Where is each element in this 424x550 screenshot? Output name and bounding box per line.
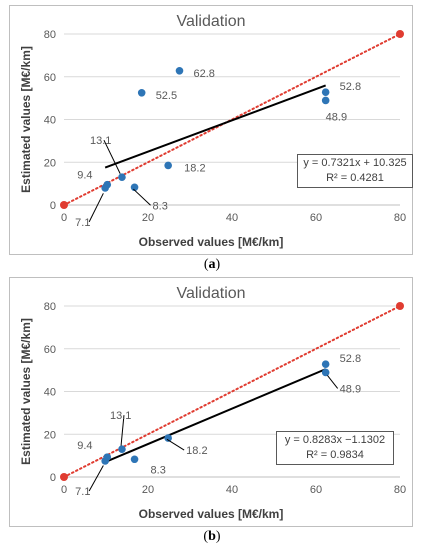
x-tick-label: 0 <box>61 212 67 224</box>
y-tick-label: 80 <box>44 29 56 41</box>
data-point <box>321 96 330 105</box>
data-point <box>118 173 126 182</box>
data-label: 18.2 <box>186 445 207 457</box>
x-tick-label: 40 <box>226 212 238 224</box>
data-label: 62.8 <box>194 68 215 80</box>
data-label: 7.1 <box>75 217 90 229</box>
data-label: 8.3 <box>153 200 168 212</box>
chart-panel-b: Validation 0 20 40 60 80 0 20 40 60 80 Observed val… <box>9 277 413 527</box>
data-point <box>130 183 139 192</box>
data-label-leader <box>120 415 125 446</box>
x-tick-label: 80 <box>394 484 406 496</box>
y-axis-label-a: Estimated values [M€/km] <box>19 46 33 193</box>
x-tick-label: 80 <box>394 212 406 224</box>
x-tick-label: 20 <box>142 212 154 224</box>
data-label: 52.8 <box>340 81 361 93</box>
data-label: 13.1 <box>110 410 131 422</box>
caption-b: (b) <box>203 529 221 544</box>
data-label-leader <box>88 193 104 223</box>
data-label: 8.3 <box>151 464 166 476</box>
data-point <box>321 368 330 377</box>
trendline-a <box>104 84 327 169</box>
data-point <box>118 445 126 454</box>
y-axis-label-b: Estimated values [M€/km] <box>19 318 33 465</box>
y-tick-label: 20 <box>44 157 56 169</box>
data-label: 52.5 <box>156 90 177 102</box>
data-label: 52.8 <box>340 353 361 365</box>
scatter-chart-b: Validation 0 20 40 60 80 0 20 40 60 80 Observed val… <box>19 285 406 521</box>
trendline-equation-box-a: y = 0.7321x + 10.325 R² = 0.4281 <box>297 154 413 188</box>
data-label: 48.9 <box>340 383 361 395</box>
trendline-equation-a: y = 0.7321x + 10.325 <box>303 157 407 169</box>
y-tick-label: 40 <box>44 115 56 127</box>
data-point <box>103 180 112 189</box>
y-tick-label: 0 <box>50 200 56 212</box>
caption-a: (a) <box>203 257 221 272</box>
y-tick-label: 40 <box>44 387 56 399</box>
data-point <box>321 360 330 368</box>
data-label: 7.1 <box>75 486 90 498</box>
data-label-leader <box>166 438 185 451</box>
data-point <box>137 88 146 97</box>
data-label: 9.4 <box>77 170 92 182</box>
identity-start-point-a <box>60 201 68 209</box>
data-point <box>164 161 172 170</box>
data-label-leader <box>103 139 121 174</box>
x-tick-label: 0 <box>61 484 67 496</box>
y-tick-label: 0 <box>50 472 56 484</box>
data-label: 9.4 <box>77 440 92 452</box>
scatter-chart-a: Validation 0 20 40 60 80 0 20 40 60 80 Observed val… <box>19 13 406 249</box>
y-tick-label: 80 <box>44 301 56 313</box>
y-tick-label: 60 <box>44 344 56 356</box>
data-label: 18.2 <box>184 162 205 174</box>
x-axis-label-a: Observed values [M€/km] <box>139 235 284 249</box>
y-tick-label: 20 <box>44 429 56 441</box>
data-label-leader <box>327 375 339 389</box>
x-tick-label: 60 <box>310 484 322 496</box>
chart-title-b: Validation <box>176 285 245 302</box>
chart-title-a: Validation <box>176 13 245 30</box>
identity-end-point-b <box>396 302 404 310</box>
x-tick-label: 20 <box>142 484 154 496</box>
r-squared-a: R² = 0.4281 <box>326 172 384 184</box>
r-squared-b: R² = 0.9834 <box>306 449 364 461</box>
y-tick-label: 60 <box>44 72 56 84</box>
data-point <box>103 453 112 461</box>
identity-end-point-a <box>396 30 404 38</box>
x-tick-label: 40 <box>226 484 238 496</box>
data-point <box>321 88 330 96</box>
data-label-leader <box>88 465 104 492</box>
data-label: 13.1 <box>90 135 111 147</box>
trendline-equation-b: y = 0.8283x −1.1302 <box>284 434 386 446</box>
identity-start-point-b <box>60 473 68 481</box>
data-point <box>164 434 172 442</box>
data-point <box>130 455 139 464</box>
caption-letter-b: b <box>208 529 216 544</box>
chart-panel-a: Validation 0 20 40 60 80 0 20 40 60 80 Observed val… <box>9 5 413 255</box>
x-tick-label: 60 <box>310 212 322 224</box>
trendline-b <box>104 368 327 463</box>
data-label: 48.9 <box>326 111 347 123</box>
data-label-leader <box>133 188 151 206</box>
x-axis-label-b: Observed values [M€/km] <box>139 507 284 521</box>
data-point <box>175 66 184 75</box>
trendline-equation-box-b: y = 0.8283x −1.1302 R² = 0.9834 <box>276 431 394 465</box>
caption-letter-a: a <box>208 257 216 272</box>
